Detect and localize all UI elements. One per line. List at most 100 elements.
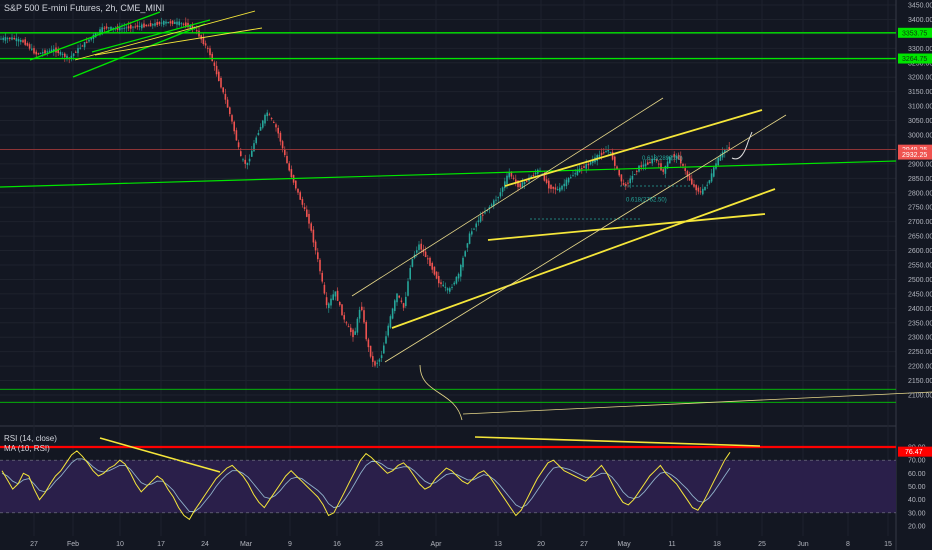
time-tick-label: 9 — [288, 541, 292, 548]
candle — [33, 48, 35, 54]
rsi-legend-rsi[interactable]: RSI (14, close) — [4, 434, 57, 443]
time-axis[interactable]: 27 Feb 10 17 24 Mar 9 16 23 Apr 13 20 27 May 11 18 25 Jun… — [30, 541, 892, 548]
candle — [11, 37, 13, 40]
candle — [693, 184, 695, 187]
candle — [653, 158, 656, 160]
candle — [314, 241, 317, 251]
candle — [407, 281, 409, 296]
candle — [235, 130, 238, 141]
price-tick-label: 2450.00 — [908, 291, 932, 298]
candle — [697, 187, 700, 192]
candle — [556, 189, 559, 191]
candle — [495, 199, 497, 201]
candle — [323, 284, 326, 294]
candle — [490, 204, 493, 207]
candle — [609, 151, 612, 153]
candle — [20, 40, 22, 42]
candle — [587, 163, 590, 166]
candle — [237, 142, 240, 148]
candle — [262, 120, 264, 128]
candle — [218, 71, 220, 81]
rsi-legend-ma[interactable]: MA (10, RSI) — [4, 444, 50, 453]
candle — [493, 200, 495, 206]
candle — [165, 21, 167, 24]
candle — [521, 182, 524, 189]
candle — [561, 185, 563, 190]
price-tick-label: 3200.00 — [908, 75, 932, 82]
candle — [710, 173, 713, 182]
candle — [671, 156, 673, 158]
candle — [506, 175, 508, 184]
candle — [655, 159, 658, 161]
candle — [279, 132, 282, 142]
rsi-tick-label: 30.00 — [908, 510, 926, 517]
trend-line — [351, 97, 664, 297]
candle — [499, 192, 502, 197]
candle — [123, 27, 125, 29]
candle — [719, 154, 722, 161]
candle — [633, 174, 636, 176]
candle — [191, 25, 194, 28]
candle — [358, 309, 361, 319]
candle — [455, 276, 458, 284]
price-axis[interactable]: 2100.00 2150.00 2200.00 2250.00 2300.00 2350.… — [898, 3, 932, 400]
candle — [244, 159, 246, 164]
candle — [213, 62, 216, 66]
candle — [565, 179, 568, 187]
price-tick-label: 2350.00 — [908, 320, 932, 327]
candle — [37, 53, 40, 55]
candle — [695, 185, 697, 191]
candle — [220, 77, 222, 88]
candle — [174, 21, 176, 25]
price-tick-label: 2250.00 — [908, 349, 932, 356]
candle — [156, 22, 158, 25]
candle — [268, 114, 271, 116]
time-tick-label: Feb — [67, 541, 79, 548]
candle — [88, 39, 90, 42]
candle — [233, 121, 235, 132]
candle — [625, 183, 627, 187]
candle — [475, 223, 477, 228]
chart-title: S&P 500 E-mini Futures, 2h, CME_MINI — [4, 3, 165, 13]
candle — [702, 188, 704, 195]
candle — [669, 156, 671, 164]
candle — [618, 169, 620, 176]
candle — [477, 220, 480, 223]
candle — [543, 173, 546, 181]
candle — [246, 162, 249, 165]
candle — [207, 47, 209, 49]
candle — [284, 149, 286, 156]
candle — [251, 150, 253, 157]
candle — [127, 26, 130, 29]
candle — [224, 93, 227, 100]
candle — [240, 151, 242, 157]
candle — [145, 24, 147, 27]
candle — [431, 262, 433, 270]
candle — [380, 355, 383, 359]
price-tick-label: 2200.00 — [908, 364, 932, 371]
candle — [394, 300, 396, 312]
candle — [684, 168, 686, 171]
candle — [70, 55, 73, 59]
candle — [273, 121, 275, 123]
price-badge — [898, 53, 932, 64]
candle — [402, 303, 405, 308]
candle — [319, 259, 321, 272]
candle — [350, 327, 352, 333]
candle — [136, 25, 139, 28]
candle — [152, 24, 154, 26]
candle — [226, 99, 229, 108]
price-tick-label: 2700.00 — [908, 219, 932, 226]
candle — [255, 137, 257, 144]
candle — [81, 45, 84, 47]
time-tick-label: Apr — [431, 541, 443, 548]
candle — [134, 26, 136, 28]
candle — [616, 166, 618, 169]
candle — [446, 288, 449, 291]
candle — [644, 163, 647, 167]
candle — [600, 152, 603, 156]
candle — [605, 151, 607, 153]
price-tick-label: 2550.00 — [908, 263, 932, 270]
